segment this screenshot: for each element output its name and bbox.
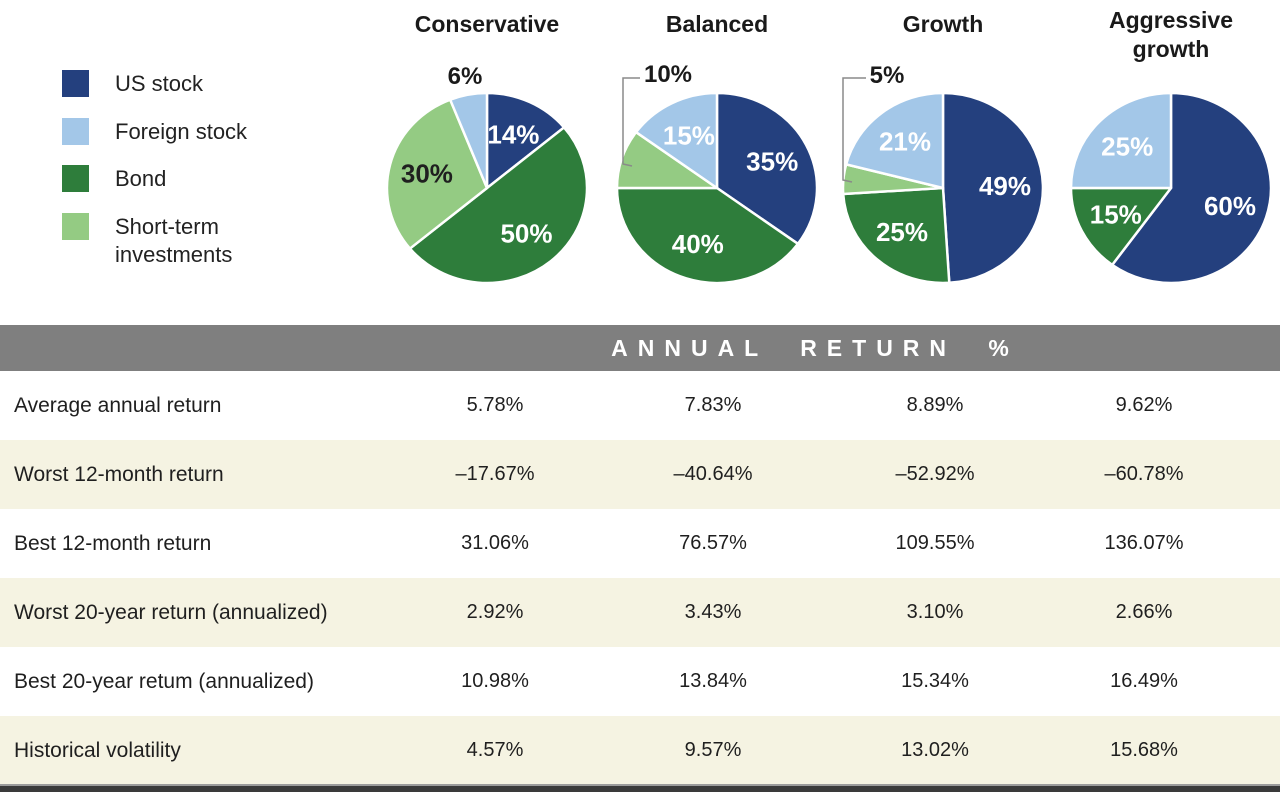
pie-slice-bond bbox=[408, 126, 589, 285]
slice-label: 35% bbox=[746, 146, 798, 176]
cell-growth: 15.34% bbox=[901, 670, 969, 692]
table-row: Best 20-year retum (annualized) 10.98% 1… bbox=[0, 647, 1280, 716]
pie-slice-short_term bbox=[385, 98, 489, 250]
pie-title-growth: Growth bbox=[902, 11, 984, 37]
slice-label: 15% bbox=[663, 121, 715, 151]
legend-item-foreign-stock: Foreign stock bbox=[62, 117, 265, 147]
cell-balanced: –40.64% bbox=[673, 463, 753, 485]
bond-swatch bbox=[62, 165, 89, 193]
callout-label-foreign-stock: 6% bbox=[447, 63, 483, 90]
cell-growth: –52.92% bbox=[895, 463, 975, 485]
cell-conservative: 4.57% bbox=[466, 739, 524, 761]
cell-conservative: 5.78% bbox=[466, 394, 524, 416]
pie-chart-aggressive-growth: 60% 15% 25% bbox=[1069, 91, 1273, 285]
pie-title-conservative: Conservative bbox=[414, 11, 560, 37]
legend-item-bond: Bond bbox=[62, 165, 265, 194]
row-label: Worst 20-year return (annualized) bbox=[14, 600, 328, 624]
table-row: Worst 12-month return –17.67% –40.64% –5… bbox=[0, 440, 1280, 509]
cell-balanced: 13.84% bbox=[679, 670, 747, 692]
cell-balanced: 3.43% bbox=[684, 601, 742, 623]
pie-slice-us_stock bbox=[485, 91, 566, 190]
us-stock-swatch bbox=[62, 70, 89, 97]
table-row: Average annual return 5.78% 7.83% 8.89% … bbox=[0, 371, 1280, 440]
cell-balanced: 7.83% bbox=[684, 394, 742, 416]
table-row: Worst 20-year return (annualized) 2.92% … bbox=[0, 578, 1280, 647]
pie-slice-foreign_stock bbox=[448, 91, 489, 190]
slice-label: 14% bbox=[487, 120, 539, 150]
legend-label-short-term: Short-term investments bbox=[115, 213, 233, 268]
pie-chart-balanced: 35% 40% 15% bbox=[615, 91, 819, 285]
bottom-divider-bar bbox=[0, 784, 1280, 792]
pie-title-balanced: Balanced bbox=[665, 11, 769, 37]
cell-growth: 13.02% bbox=[901, 739, 969, 761]
slice-label: 25% bbox=[876, 217, 928, 247]
pie-slice-bond bbox=[1069, 186, 1173, 267]
pie-aggressive-growth: Aggressive growth 60% 15% 25% bbox=[1068, 0, 1274, 322]
slice-label: 50% bbox=[500, 218, 552, 248]
row-label: Historical volatility bbox=[14, 738, 181, 762]
cell-aggressive-growth: 2.66% bbox=[1115, 601, 1173, 623]
pie-slice-us_stock bbox=[1110, 91, 1273, 285]
table-header-title: ANNUAL RETURN % bbox=[611, 335, 1019, 361]
slice-label: 21% bbox=[879, 127, 931, 157]
cell-conservative: –17.67% bbox=[455, 463, 535, 485]
cell-aggressive-growth: –60.78% bbox=[1104, 463, 1184, 485]
pie-slice-bond bbox=[841, 186, 951, 285]
slice-label: 60% bbox=[1204, 191, 1256, 221]
pie-slice-us_stock bbox=[715, 91, 819, 246]
pie-conservative: Conservative 14% 50% 30% 6% bbox=[384, 0, 590, 322]
pie-growth: Growth 49% 25% 21% 5% bbox=[840, 0, 1046, 322]
cell-growth: 8.89% bbox=[906, 394, 964, 416]
row-label: Worst 12-month return bbox=[14, 462, 224, 486]
table-row: Historical volatility 4.57% 9.57% 13.02%… bbox=[0, 716, 1280, 785]
slice-label: 30% bbox=[401, 158, 453, 188]
row-label: Best 12-month return bbox=[14, 531, 212, 555]
slice-label: 25% bbox=[1101, 131, 1153, 161]
cell-growth: 3.10% bbox=[906, 601, 964, 623]
slice-label: 40% bbox=[672, 229, 724, 259]
callout-label-short-term: 10% bbox=[643, 61, 693, 88]
row-label: Average annual return bbox=[14, 393, 222, 417]
annual-return-table: Average annual return 5.78% 7.83% 8.89% … bbox=[0, 371, 1280, 785]
legend-label-us-stock: US stock bbox=[115, 71, 204, 96]
foreign-stock-swatch bbox=[62, 117, 89, 145]
cell-conservative: 10.98% bbox=[461, 670, 529, 692]
legend-item-short-term: Short-term investments bbox=[62, 212, 265, 270]
cell-conservative: 31.06% bbox=[461, 532, 529, 554]
short-term-swatch bbox=[62, 212, 89, 240]
pie-chart-conservative: 14% 50% 30% bbox=[385, 91, 589, 285]
slice-label: 15% bbox=[1090, 200, 1142, 230]
table-row: Best 12-month return 31.06% 76.57% 109.5… bbox=[0, 509, 1280, 578]
slice-label: 49% bbox=[979, 171, 1031, 201]
legend-label-foreign-stock: Foreign stock bbox=[115, 118, 248, 144]
cell-conservative: 2.92% bbox=[466, 601, 524, 623]
legend-item-us-stock: US stock bbox=[62, 70, 265, 99]
row-label: Best 20-year retum (annualized) bbox=[14, 669, 314, 693]
legend-label-bond: Bond bbox=[115, 166, 167, 192]
pie-title-aggressive-growth: Aggressive growth bbox=[1108, 7, 1233, 62]
pie-chart-growth: 49% 25% 21% bbox=[841, 91, 1045, 285]
cell-growth: 109.55% bbox=[895, 532, 975, 554]
cell-aggressive-growth: 9.62% bbox=[1115, 394, 1173, 416]
cell-aggressive-growth: 15.68% bbox=[1110, 739, 1178, 761]
pie-balanced: Balanced 35% 40% 15% 10% bbox=[614, 0, 820, 322]
pie-slice-bond bbox=[615, 186, 800, 285]
cell-balanced: 76.57% bbox=[679, 532, 747, 554]
table-header-band: ANNUAL RETURN % bbox=[0, 325, 1280, 371]
callout-label-short-term: 5% bbox=[869, 62, 905, 89]
legend: US stock Foreign stock Bond Short-term i… bbox=[62, 70, 265, 270]
pie-slice-us_stock bbox=[941, 91, 1045, 285]
cell-aggressive-growth: 136.07% bbox=[1104, 532, 1184, 554]
pie-charts-section: US stock Foreign stock Bond Short-term i… bbox=[0, 0, 1280, 325]
cell-aggressive-growth: 16.49% bbox=[1110, 670, 1178, 692]
cell-balanced: 9.57% bbox=[684, 739, 742, 761]
pie-slice-foreign_stock bbox=[1069, 91, 1173, 190]
